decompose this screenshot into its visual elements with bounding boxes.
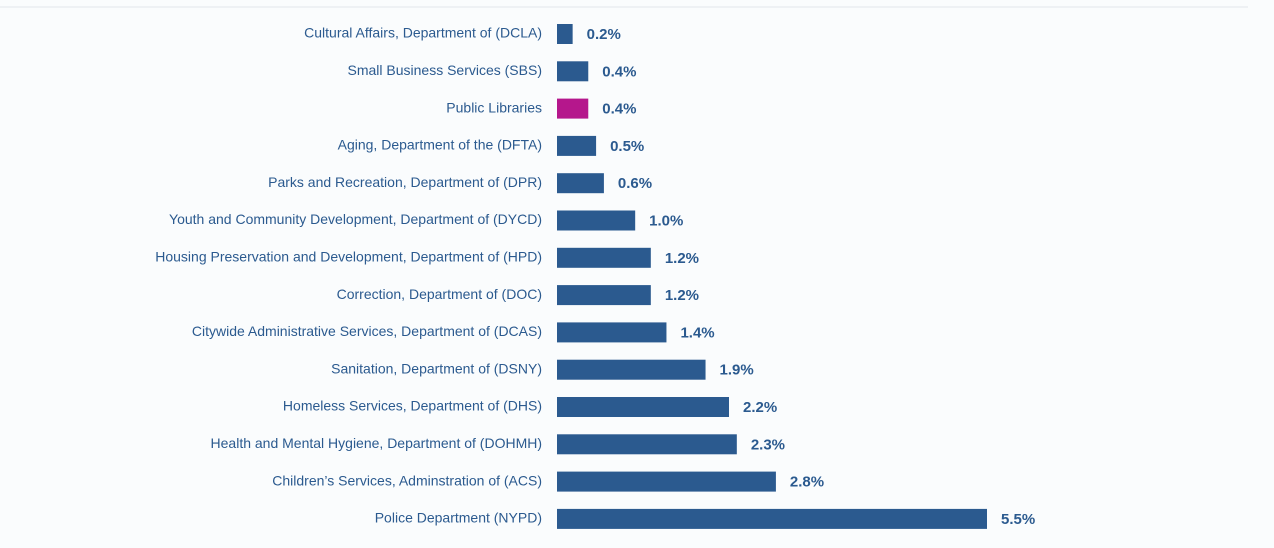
value-label: 0.4% [602, 63, 636, 80]
value-label: 0.6% [618, 175, 652, 192]
bar [557, 471, 776, 492]
value-label: 5.5% [1001, 511, 1035, 528]
category-label: Health and Mental Hygiene, Department of… [211, 435, 542, 451]
value-label: 2.8% [790, 474, 824, 491]
category-label: Housing Preservation and Development, De… [155, 249, 542, 265]
bar [557, 508, 987, 529]
value-label: 0.2% [587, 26, 621, 43]
category-label: Parks and Recreation, Department of (DPR… [268, 174, 542, 190]
category-label: Sanitation, Department of (DSNY) [331, 360, 542, 376]
bar [557, 173, 604, 194]
value-label: 0.4% [602, 101, 636, 118]
bar [557, 397, 729, 417]
value-label: 2.3% [751, 436, 785, 453]
value-label: 1.0% [649, 212, 683, 229]
bar [557, 210, 636, 231]
category-label: Small Business Services (SBS) [347, 62, 542, 78]
category-label: Police Department (NYPD) [375, 510, 542, 526]
bar [557, 61, 589, 82]
category-label: Aging, Department of the (DFTA) [338, 137, 542, 153]
category-label: Children’s Services, Adminstration of (A… [272, 472, 542, 488]
category-label: Homeless Services, Department of (DHS) [283, 398, 542, 414]
bar [557, 359, 706, 380]
value-label: 1.2% [665, 250, 699, 267]
value-label: 1.9% [720, 362, 754, 379]
bar [557, 322, 667, 343]
category-label: Public Libraries [446, 99, 542, 115]
value-label: 1.4% [680, 324, 714, 341]
bar [557, 434, 737, 455]
value-label: 2.2% [743, 399, 777, 416]
bar [557, 98, 589, 119]
bar [557, 24, 573, 44]
category-label: Citywide Administrative Services, Depart… [192, 323, 542, 339]
bar [557, 285, 651, 306]
category-label: Correction, Department of (DOC) [337, 286, 542, 302]
category-label: Cultural Affairs, Department of (DCLA) [304, 25, 542, 41]
category-label: Youth and Community Development, Departm… [169, 211, 542, 227]
value-label: 1.2% [665, 287, 699, 304]
bar [557, 247, 651, 268]
bar [557, 135, 597, 156]
value-label: 0.5% [610, 138, 644, 155]
